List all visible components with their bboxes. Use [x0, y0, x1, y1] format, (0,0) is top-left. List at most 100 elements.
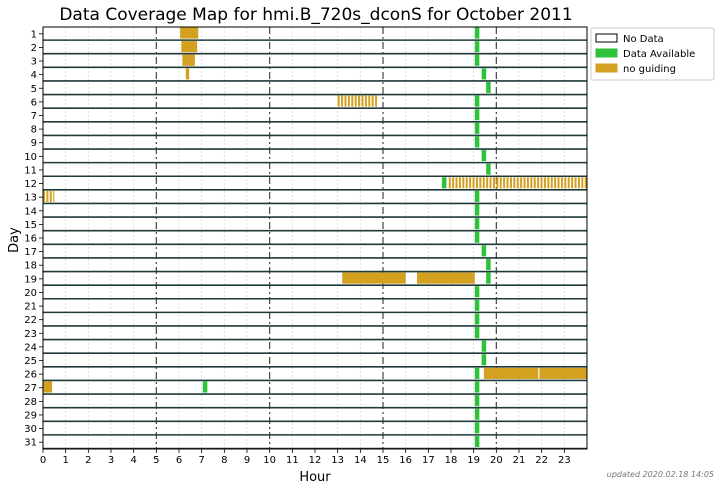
no-guiding-stripe — [49, 190, 52, 202]
no-guiding-stripe — [53, 190, 55, 202]
no-guiding-stripe — [469, 177, 472, 189]
y-tick-label: 5 — [31, 84, 37, 95]
y-tick-label: 25 — [24, 356, 37, 367]
data-available-bar — [481, 340, 487, 352]
data-available-bar — [481, 354, 487, 366]
no-guiding-stripe — [523, 177, 526, 189]
data-available-bar — [474, 231, 480, 243]
no-guiding-stripe — [482, 177, 485, 189]
no-guiding-stripe — [448, 177, 451, 189]
x-tick-label: 19 — [467, 455, 480, 466]
legend-swatch — [595, 48, 618, 58]
data-available-bar — [474, 136, 480, 148]
no-guiding-stripe — [371, 95, 374, 107]
no-guiding-stripe — [577, 177, 580, 189]
data-available-bar — [474, 381, 480, 393]
data-available-bar — [474, 190, 480, 202]
no-guiding-stripe — [584, 177, 587, 189]
plot-area — [43, 27, 587, 449]
x-tick-label: 6 — [176, 455, 182, 466]
x-tick-label: 4 — [130, 455, 136, 466]
no-guiding-stripe — [452, 177, 455, 189]
no-guiding-stripe — [455, 177, 458, 189]
y-tick-label: 30 — [24, 424, 37, 435]
no-guiding-bar — [539, 367, 587, 379]
no-guiding-bar — [337, 95, 378, 107]
no-guiding-stripe — [543, 177, 546, 189]
no-guiding-stripe — [526, 177, 529, 189]
no-guiding-stripe — [496, 177, 499, 189]
no-guiding-stripe — [506, 177, 509, 189]
no-guiding-stripe — [550, 177, 553, 189]
x-tick-label: 18 — [445, 455, 458, 466]
no-guiding-stripe — [567, 177, 570, 189]
x-axis-label: Hour — [299, 470, 331, 485]
y-tick-label: 9 — [31, 138, 37, 149]
data-available-bar — [474, 41, 480, 53]
no-guiding-stripe — [458, 177, 461, 189]
y-tick-label: 3 — [31, 57, 37, 68]
no-guiding-bar — [448, 177, 587, 189]
no-guiding-stripe — [375, 95, 378, 107]
x-tick-label: 22 — [535, 455, 548, 466]
y-tick-label: 23 — [24, 329, 37, 340]
no-guiding-stripe — [547, 177, 550, 189]
no-guiding-stripe — [560, 177, 563, 189]
no-guiding-bar — [43, 190, 55, 202]
x-tick-label: 16 — [399, 455, 412, 466]
no-guiding-stripe — [344, 95, 347, 107]
data-available-bar — [474, 54, 480, 66]
no-guiding-stripe — [499, 177, 502, 189]
y-tick-label: 13 — [24, 193, 37, 204]
no-guiding-stripe — [465, 177, 468, 189]
data-available-bar — [474, 422, 480, 434]
x-tick-label: 14 — [354, 455, 367, 466]
data-available-bar — [441, 177, 447, 189]
no-guiding-bar — [483, 367, 539, 379]
y-tick-label: 24 — [24, 342, 37, 353]
data-available-bar — [474, 299, 480, 311]
no-guiding-stripe — [462, 177, 465, 189]
x-tick-label: 11 — [286, 455, 299, 466]
data-available-bar — [474, 218, 480, 230]
legend-box — [590, 27, 715, 81]
x-tick-label: 15 — [377, 455, 390, 466]
no-guiding-bar — [180, 27, 199, 39]
no-guiding-bar — [181, 41, 198, 53]
no-guiding-stripe — [351, 95, 354, 107]
no-guiding-stripe — [530, 177, 533, 189]
y-tick-label: 11 — [24, 165, 37, 176]
no-guiding-stripe — [537, 177, 540, 189]
no-guiding-stripe — [533, 177, 536, 189]
no-guiding-stripe — [361, 95, 364, 107]
y-tick-label: 1 — [31, 29, 37, 40]
data-available-bar — [474, 313, 480, 325]
no-guiding-stripe — [503, 177, 506, 189]
no-guiding-stripe — [540, 177, 543, 189]
no-guiding-stripe — [509, 177, 512, 189]
y-tick-label: 26 — [24, 370, 37, 381]
no-guiding-stripe — [520, 177, 523, 189]
legend-swatch — [595, 63, 618, 73]
updated-timestamp: updated 2020.02.18 14:05 — [607, 470, 714, 479]
x-tick-label: 12 — [309, 455, 322, 466]
data-available-bar — [474, 122, 480, 134]
no-guiding-stripe — [368, 95, 371, 107]
x-tick-label: 7 — [198, 455, 204, 466]
y-tick-label: 2 — [31, 43, 37, 54]
data-available-bar — [486, 258, 491, 271]
no-guiding-stripe — [341, 95, 344, 107]
y-axis-ticks: 1234567891011121314151617181920212223242… — [24, 29, 43, 449]
x-tick-label: 20 — [490, 455, 503, 466]
data-available-bar — [474, 408, 480, 420]
y-tick-label: 21 — [24, 302, 37, 313]
no-guiding-stripe — [46, 190, 49, 202]
legend-label: No Data — [623, 34, 664, 45]
no-guiding-stripe — [475, 177, 478, 189]
no-guiding-stripe — [516, 177, 519, 189]
plot-background — [43, 27, 587, 449]
no-guiding-bar — [342, 272, 406, 284]
y-tick-label: 15 — [24, 220, 37, 231]
x-tick-label: 1 — [62, 455, 68, 466]
legend: No Data Data Available no guiding — [590, 27, 715, 81]
